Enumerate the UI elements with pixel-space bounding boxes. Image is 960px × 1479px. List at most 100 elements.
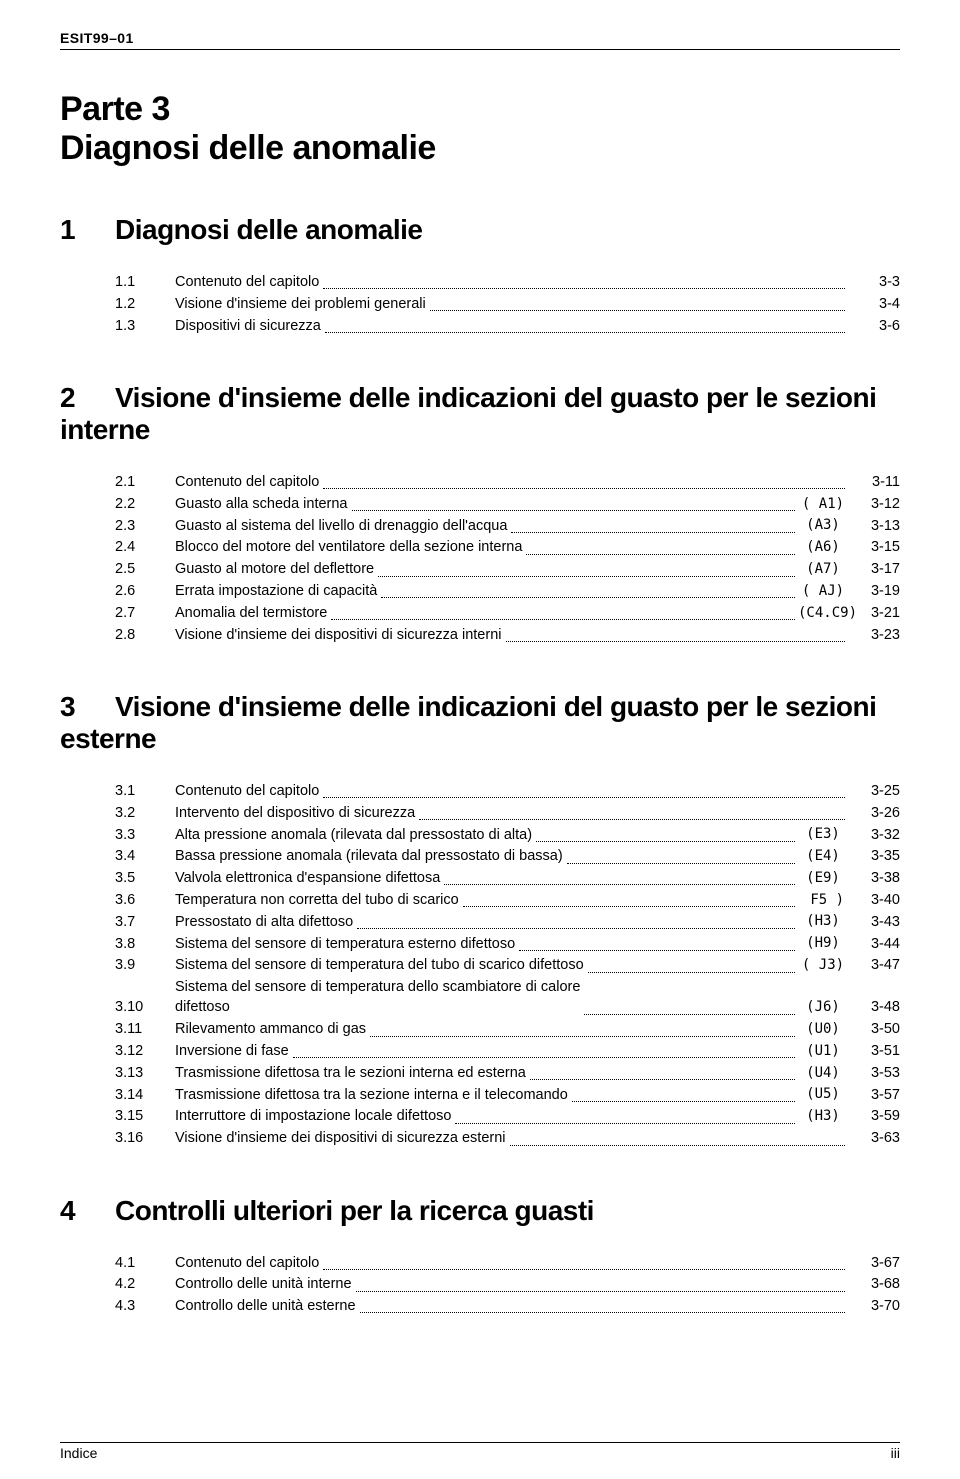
- entry-title: Guasto al motore del deflettore: [175, 559, 374, 579]
- section: 1Diagnosi delle anomalie1.1Contenuto del…: [60, 214, 900, 336]
- entry-title: Sistema del sensore di temperatura ester…: [175, 934, 515, 954]
- toc-entry: 3.4Bassa pressione anomala (rilevata dal…: [115, 846, 900, 866]
- entry-code: (E9): [798, 869, 848, 889]
- leader-dots: [323, 797, 845, 798]
- toc-entry: 2.8Visione d'insieme dei dispositivi di …: [115, 625, 900, 645]
- entry-number: 3.2: [115, 803, 175, 823]
- leader-dots: [526, 554, 795, 555]
- toc-entry: 4.3Controllo delle unità esterne3-70: [115, 1296, 900, 1316]
- entry-page: 3-19: [848, 581, 900, 601]
- toc-entry: 3.13Trasmissione difettosa tra le sezion…: [115, 1063, 900, 1083]
- entry-title: Controllo delle unità esterne: [175, 1296, 356, 1316]
- part-title: Parte 3 Diagnosi delle anomalie: [60, 90, 900, 168]
- entries-list: 3.1Contenuto del capitolo3-253.2Interven…: [115, 781, 900, 1149]
- entry-title: Valvola elettronica d'espansione difetto…: [175, 868, 440, 888]
- entry-number: 3.13: [115, 1063, 175, 1083]
- toc-entry: 3.2Intervento del dispositivo di sicurez…: [115, 803, 900, 823]
- entry-code: (A6): [798, 538, 848, 558]
- entry-page: 3-11: [848, 472, 900, 492]
- leader-dots: [519, 950, 795, 951]
- section-heading: 3Visione d'insieme delle indicazioni del…: [60, 691, 900, 755]
- section: 2Visione d'insieme delle indicazioni del…: [60, 382, 900, 645]
- toc-entry: 2.7Anomalia del termistore(C4.C9)3-21: [115, 603, 900, 623]
- entry-title: Trasmissione difettosa tra la sezione in…: [175, 1085, 568, 1105]
- entry-number: 2.6: [115, 581, 175, 601]
- entry-page: 3-44: [848, 934, 900, 954]
- toc-entry: 3.7Pressostato di alta difettoso(H3)3-43: [115, 912, 900, 932]
- entry-number: 3.5: [115, 868, 175, 888]
- leader-dots: [331, 619, 795, 620]
- entry-title: Visione d'insieme dei dispositivi di sic…: [175, 1128, 506, 1148]
- entry-title: Visione d'insieme dei problemi generali: [175, 294, 426, 314]
- leader-dots: [444, 884, 795, 885]
- entry-number: 1.1: [115, 272, 175, 292]
- leader-dots: [381, 597, 795, 598]
- entry-number: 3.9: [115, 955, 175, 975]
- entry-number: 3.15: [115, 1106, 175, 1126]
- entry-code: (H3): [798, 912, 848, 932]
- leader-dots: [419, 819, 845, 820]
- toc-entry: 3.1Contenuto del capitolo3-25: [115, 781, 900, 801]
- entry-page: 3-13: [848, 516, 900, 536]
- leader-dots: [510, 1145, 845, 1146]
- entry-page: 3-50: [848, 1019, 900, 1039]
- leader-dots: [378, 576, 795, 577]
- entry-number: 3.7: [115, 912, 175, 932]
- entry-page: 3-6: [848, 316, 900, 336]
- toc-entry: 3.6Temperatura non corretta del tubo di …: [115, 890, 900, 910]
- entry-title: Anomalia del termistore: [175, 603, 327, 623]
- entry-number: 2.1: [115, 472, 175, 492]
- entry-page: 3-57: [848, 1085, 900, 1105]
- entry-number: 1.2: [115, 294, 175, 314]
- toc-entry: 4.1Contenuto del capitolo3-67: [115, 1253, 900, 1273]
- section: 3Visione d'insieme delle indicazioni del…: [60, 691, 900, 1149]
- leader-dots: [455, 1123, 795, 1124]
- entry-title: Temperatura non corretta del tubo di sca…: [175, 890, 459, 910]
- leader-dots: [323, 1269, 845, 1270]
- toc-entry: 3.14Trasmissione difettosa tra la sezion…: [115, 1085, 900, 1105]
- section-title: Controlli ulteriori per la ricerca guast…: [115, 1195, 594, 1226]
- leader-dots: [588, 972, 795, 973]
- entry-page: 3-26: [848, 803, 900, 823]
- entry-title: Errata impostazione di capacità: [175, 581, 377, 601]
- entry-title: Sistema del sensore di temperatura dello…: [175, 977, 580, 1018]
- leader-dots: [567, 863, 795, 864]
- section-title: Visione d'insieme delle indicazioni del …: [60, 382, 876, 445]
- entry-number: 3.3: [115, 825, 175, 845]
- entry-number: 3.6: [115, 890, 175, 910]
- entry-number: 3.11: [115, 1019, 175, 1039]
- entry-number: 3.8: [115, 934, 175, 954]
- entry-title: Controllo delle unità interne: [175, 1274, 352, 1294]
- entry-page: 3-3: [848, 272, 900, 292]
- entry-number: 3.1: [115, 781, 175, 801]
- entry-number: 3.12: [115, 1041, 175, 1061]
- entry-title: Trasmissione difettosa tra le sezioni in…: [175, 1063, 526, 1083]
- entry-title: Contenuto del capitolo: [175, 472, 319, 492]
- entry-title: Dispositivi di sicurezza: [175, 316, 321, 336]
- entry-page: 3-32: [848, 825, 900, 845]
- entry-title: Guasto alla scheda interna: [175, 494, 348, 514]
- entry-page: 3-68: [848, 1274, 900, 1294]
- entry-page: 3-43: [848, 912, 900, 932]
- entry-title: Sistema del sensore di temperatura del t…: [175, 955, 584, 975]
- leader-dots: [530, 1079, 795, 1080]
- leader-dots: [463, 906, 795, 907]
- leader-dots: [370, 1036, 795, 1037]
- toc-entry: 3.15Interruttore di impostazione locale …: [115, 1106, 900, 1126]
- part-line-2: Diagnosi delle anomalie: [60, 129, 900, 168]
- entry-number: 2.8: [115, 625, 175, 645]
- entry-page: 3-63: [848, 1128, 900, 1148]
- entry-title: Alta pressione anomala (rilevata dal pre…: [175, 825, 532, 845]
- entry-title: Rilevamento ammanco di gas: [175, 1019, 366, 1039]
- entries-list: 1.1Contenuto del capitolo3-31.2Visione d…: [115, 272, 900, 336]
- toc-entry: 3.8Sistema del sensore di temperatura es…: [115, 934, 900, 954]
- toc-entry: 2.2Guasto alla scheda interna( A1)3-12: [115, 494, 900, 514]
- part-line-1: Parte 3: [60, 90, 900, 129]
- entry-page: 3-12: [848, 494, 900, 514]
- section-heading: 1Diagnosi delle anomalie: [60, 214, 900, 246]
- entries-list: 4.1Contenuto del capitolo3-674.2Controll…: [115, 1253, 900, 1317]
- section-number: 4: [60, 1195, 115, 1227]
- entry-code: (J6): [798, 998, 848, 1018]
- entry-page: 3-48: [848, 997, 900, 1017]
- entry-page: 3-67: [848, 1253, 900, 1273]
